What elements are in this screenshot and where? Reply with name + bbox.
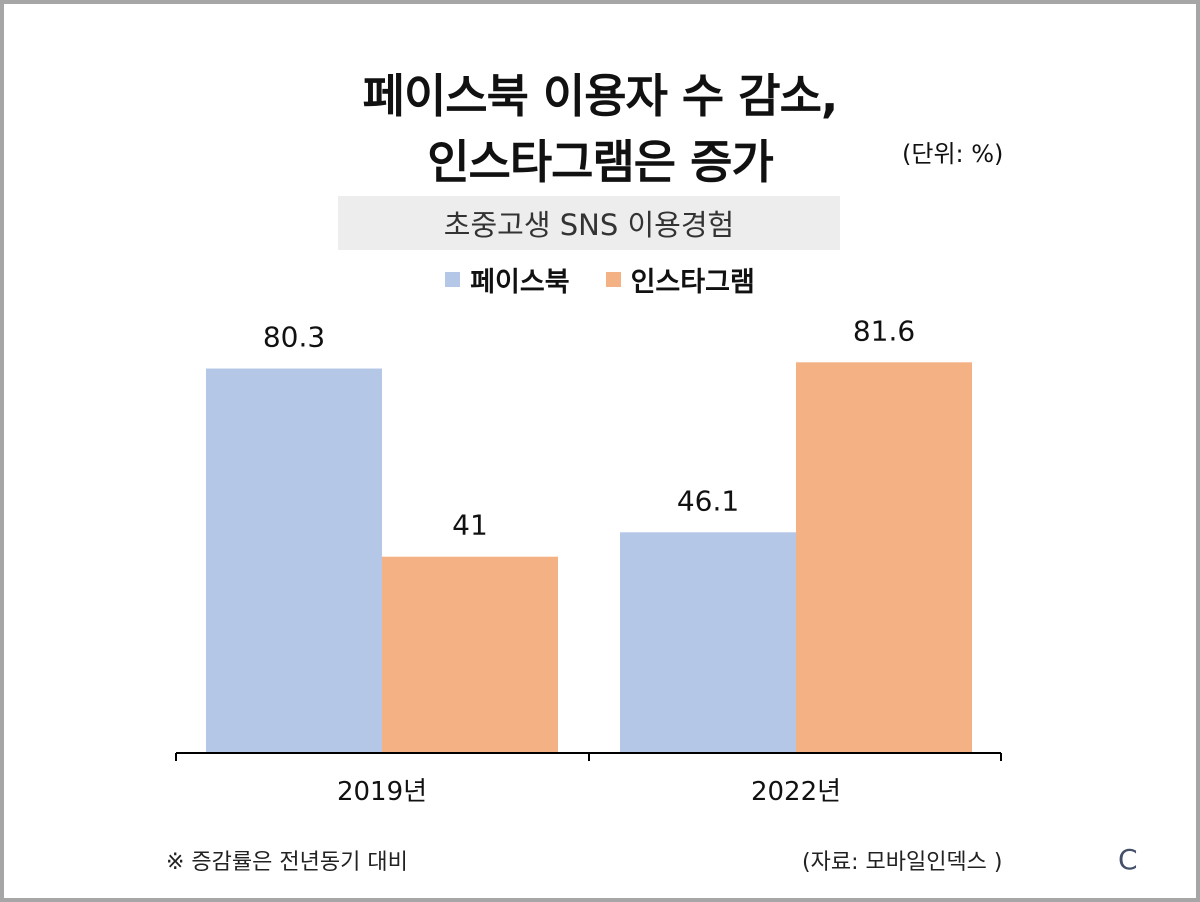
legend-label-instagram: 인스타그램 [630,267,755,298]
bar-facebook-2 [620,532,796,753]
legend-swatch-instagram [605,272,621,287]
legend-swatch-facebook [445,272,461,287]
x-tick-label-2: 2022년 [751,777,841,807]
x-tick-label-1: 2019년 [337,777,427,807]
bar-instagram-1 [382,556,558,753]
chart-title-line-1: 페이스북 이용자 수 감소, [362,69,839,123]
chart-title-line-2: 인스타그램은 증가 [427,135,774,189]
data-label-instagram-2: 81.6 [853,314,915,347]
brand-logo: C [1118,843,1138,876]
unit-label: (단위: %) [902,140,1004,168]
legend-label-facebook: 페이스북 [470,267,570,298]
bar-instagram-2 [796,362,972,753]
data-label-instagram-1: 41 [452,509,488,542]
chart-subtitle: 초중고생 SNS 이용경험 [338,196,840,250]
data-label-facebook-2: 46.1 [677,484,739,517]
bar-facebook-1 [206,368,382,753]
source-label: (자료: 모바일인덱스 ) [802,850,1003,875]
legend-item-instagram: 인스타그램 [605,260,755,299]
legend: 페이스북 인스타그램 [0,260,1200,299]
data-label-facebook-1: 80.3 [263,321,325,354]
footnote: ※ 증감률은 전년동기 대비 [166,850,408,875]
legend-item-facebook: 페이스북 [445,260,570,299]
